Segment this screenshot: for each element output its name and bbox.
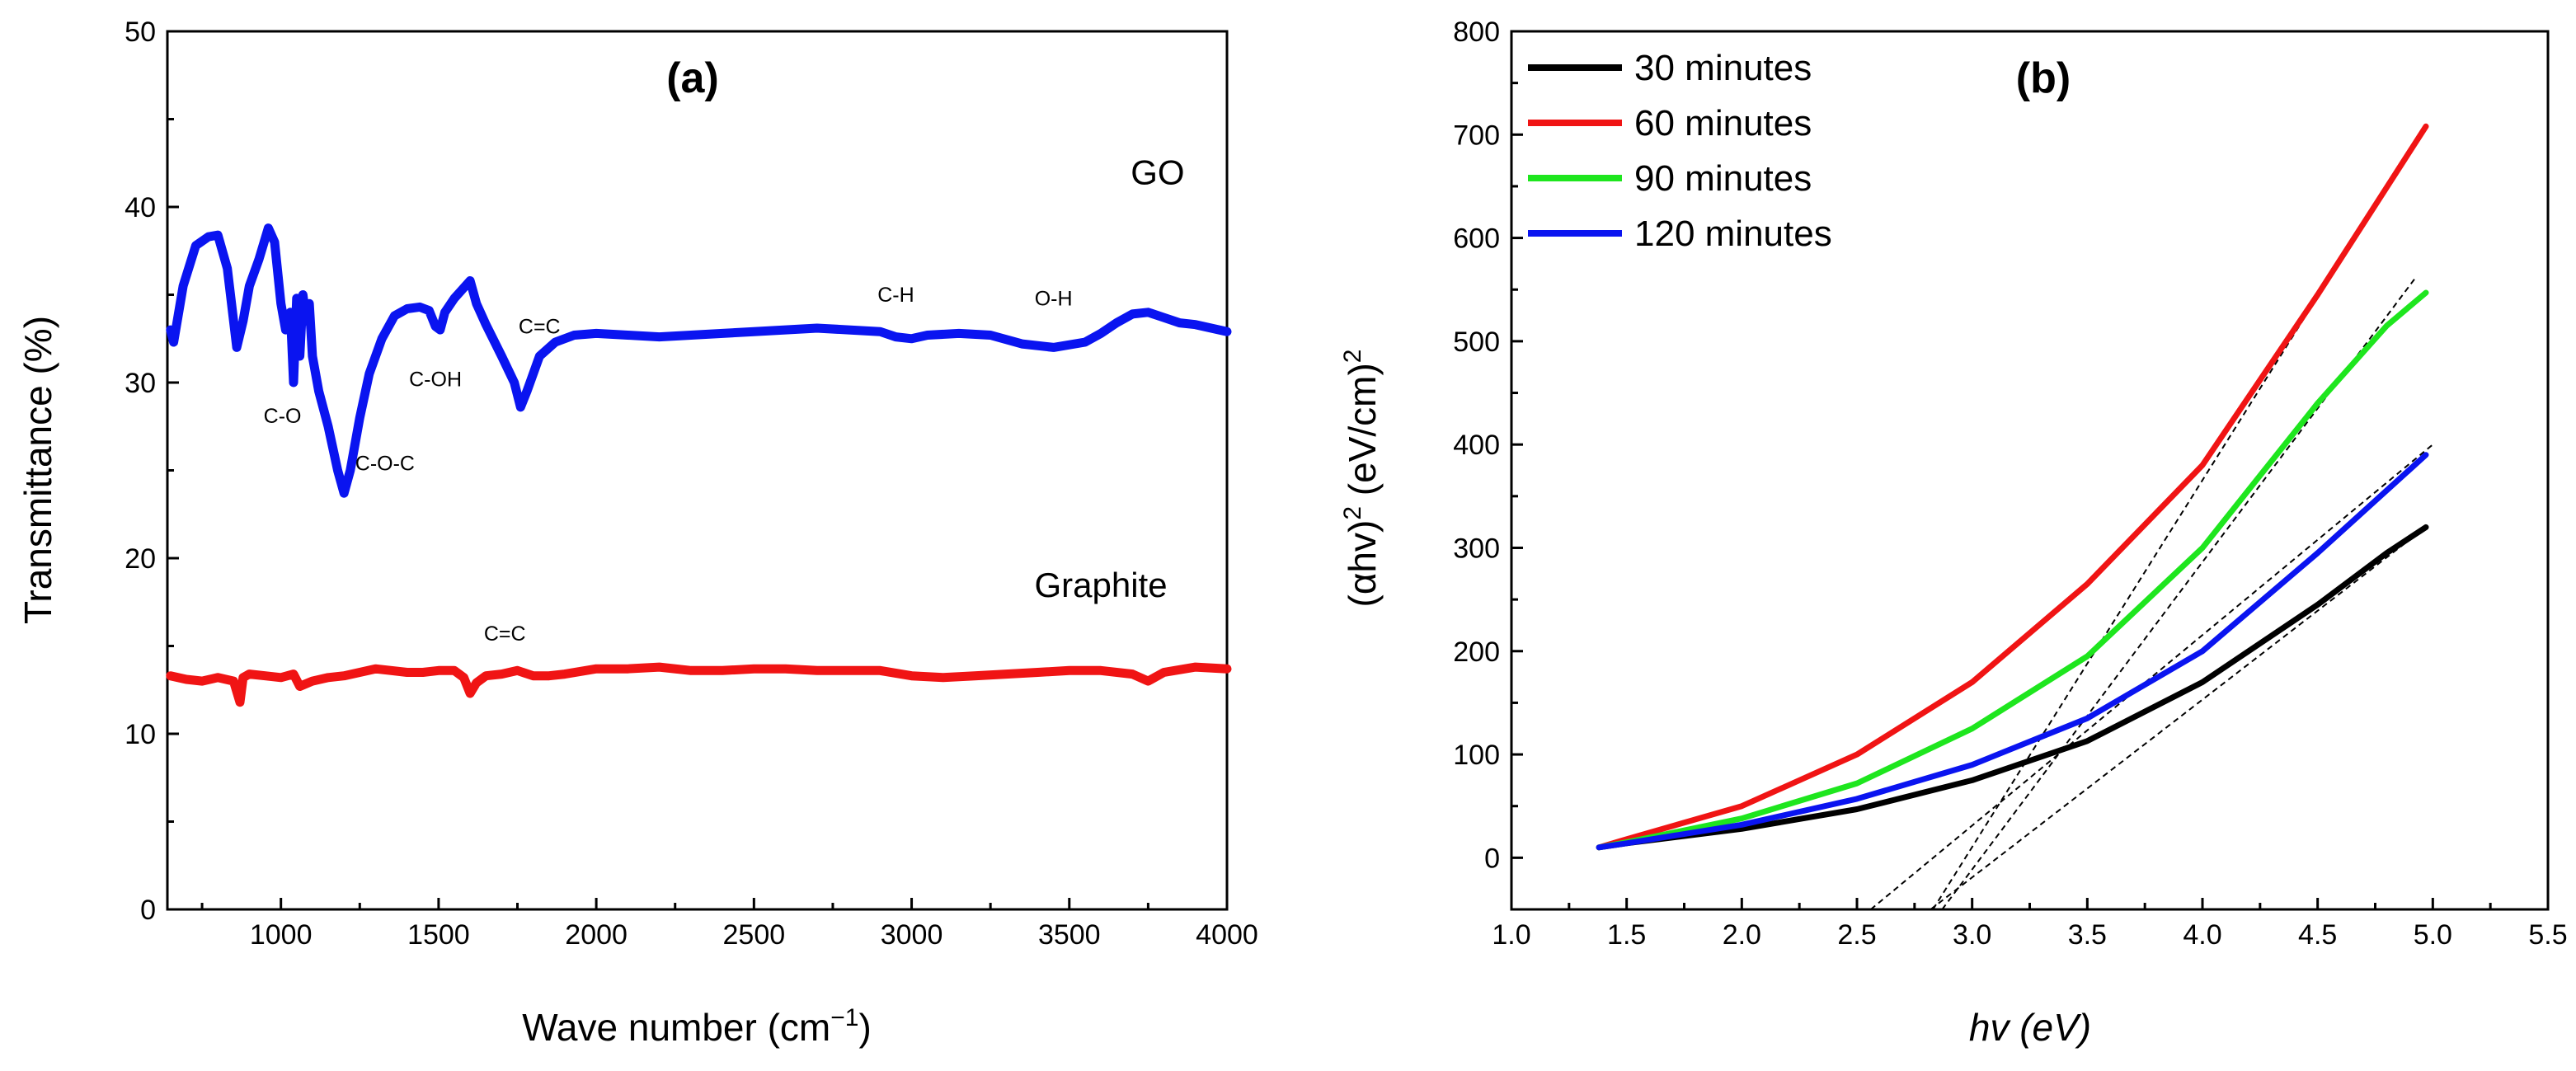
panel-a-series-label: GO — [1131, 153, 1184, 191]
panel-b-series-line — [1596, 452, 2429, 851]
panel-b-x-tick-label: 3.5 — [2068, 919, 2107, 951]
panel-b-y-tick-label: 600 — [1453, 223, 1500, 255]
panel-a-x-tick-label: 3000 — [881, 919, 943, 951]
panel-b-y-tick-label: 500 — [1453, 326, 1500, 358]
panel-a-peak-annotation: C-OH — [409, 368, 462, 391]
panel-b-legend-label: 120 minutes — [1634, 214, 1832, 254]
panel-a-y-tick-label: 40 — [125, 192, 156, 223]
panel-b-x-tick-label: 5.5 — [2528, 919, 2567, 951]
panel-b-x-axis-title: hv (eV) — [1969, 1006, 2091, 1049]
panel-b-y-tick-label: 300 — [1453, 533, 1500, 564]
panel-a-x-axis-title: Wave number (cm−1) — [522, 1004, 872, 1049]
panel-a-x-tick-label: 3500 — [1038, 919, 1101, 951]
panel-b-y-tick-label: 400 — [1453, 430, 1500, 461]
panel-a-plot-frame — [166, 30, 1229, 911]
panel-b-x-tick-label: 5.0 — [2414, 919, 2452, 951]
panel-b-fit-line — [1870, 444, 2433, 910]
panel-a-y-axis-title: Transmittance (%) — [16, 316, 59, 624]
panel-a-series-line-go — [166, 223, 1232, 498]
panel-b-ticks: 1.0 1.5 2.0 2.5 3.0 3.5 4.0 4.5 5.0 5.5 0 100 200 300… — [1453, 16, 2567, 951]
panel-b-label: (b) — [2016, 54, 2071, 102]
panel-b-series-line — [1596, 123, 2429, 851]
panel-a-peak-annotation: O-H — [1035, 287, 1073, 310]
panel-a-peak-annotation: C-O-C — [355, 453, 415, 476]
panel-a-label: (a) — [666, 54, 719, 102]
panel-b-y-tick-label: 200 — [1453, 636, 1500, 668]
panel-b-y-tick-label: 0 — [1484, 843, 1500, 874]
panel-b-x-tick-label: 2.0 — [1723, 919, 1761, 951]
panel-b-y-axis-title: (αhv)2 (eV/cm)2 — [1339, 350, 1384, 608]
panel-b-series — [1596, 123, 2429, 851]
panel-a-x-tick-label: 4000 — [1196, 919, 1258, 951]
panel-b-x-tick-label: 3.0 — [1953, 919, 1991, 951]
panel-b-y-tick-label: 800 — [1453, 16, 1500, 48]
panel-a-x-tick-label: 2000 — [565, 919, 628, 951]
panel-a-peak-annotation: C-H — [877, 284, 914, 307]
panel-b-x-tick-label: 4.0 — [2183, 919, 2221, 951]
panel-a-y-tick-label: 0 — [140, 895, 156, 926]
panel-a-series — [166, 223, 1232, 707]
panel-a-x-tick-label: 2500 — [723, 919, 786, 951]
panel-b-legend-label: 90 minutes — [1634, 158, 1812, 199]
panel-b-series-line — [1596, 524, 2429, 851]
panel-b-y-tick-label: 700 — [1453, 120, 1500, 151]
panel-b-legend: 30 minutes 60 minutes 90 minutes 120 minute… — [1528, 48, 1832, 254]
panel-b-x-tick-label: 2.5 — [1837, 919, 1876, 951]
panel-a-peak-annotation: C=C — [484, 622, 526, 646]
panel-a-series-line-graphite — [166, 662, 1232, 707]
panel-a-peak-annotation: C=C — [519, 315, 561, 338]
panel-a-series-label: Graphite — [1034, 566, 1167, 604]
panel-b-x-tick-label: 1.5 — [1607, 919, 1646, 951]
panel-a-ticks: 1000 1500 2000 2500 3000 3500 4000 0 10 20 30 40 50 — [125, 16, 1258, 951]
panel-a-y-tick-label: 20 — [125, 543, 156, 575]
panel-a-y-tick-label: 50 — [125, 16, 156, 48]
panel-a-x-tick-label: 1500 — [407, 919, 470, 951]
panel-b-legend-label: 30 minutes — [1634, 48, 1812, 88]
panel-b-legend-label: 60 minutes — [1634, 103, 1812, 143]
panel-a-peak-annotation: C-O — [264, 405, 302, 428]
panel-b-y-tick-label: 100 — [1453, 740, 1500, 771]
panel-a-ftir-chart: 1000 1500 2000 2500 3000 3500 400001020304050 … — [16, 16, 1258, 1049]
panel-a-x-tick-label: 1000 — [250, 919, 313, 951]
panel-b-series-line — [1596, 289, 2429, 851]
panel-b-x-tick-label: 4.5 — [2298, 919, 2337, 951]
panel-b-tauc-chart: 1.0 1.5 2.0 2.5 3.0 3.5 4.0 4.5 5.0 5.5 0 100 200 300… — [1339, 16, 2568, 1049]
panel-b-fit-line — [1930, 526, 2427, 910]
panel-a-y-tick-label: 30 — [125, 368, 156, 399]
panel-a-y-tick-label: 10 — [125, 719, 156, 750]
panel-b-x-tick-label: 1.0 — [1492, 919, 1530, 951]
panel-a-annotations: C-O C-O-C C-OH C=C C-H O-H C=C GO Graphite — [264, 153, 1185, 646]
